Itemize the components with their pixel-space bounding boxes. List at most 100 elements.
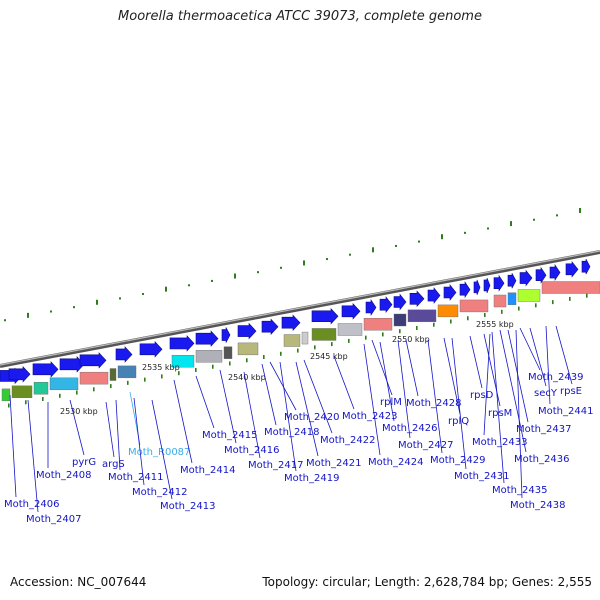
gc-dot [280, 266, 282, 269]
kbp-tick [365, 335, 367, 340]
gene-arrow [261, 318, 279, 335]
leader-line [519, 327, 541, 371]
kbp-tick [569, 296, 571, 301]
gene-arrow [237, 322, 257, 340]
kbp-tick [348, 338, 350, 343]
gc-dot [372, 247, 374, 253]
gene-label: Moth_2406 [4, 499, 59, 510]
kbp-tick [535, 303, 537, 308]
gene-arrow [427, 287, 441, 304]
kbp-tick [93, 387, 95, 392]
feature-box [49, 377, 79, 391]
leader-line [443, 337, 461, 415]
gene-label: Moth_2423 [342, 411, 397, 422]
feature-track [1, 281, 600, 402]
feature-box [541, 281, 600, 294]
gene-arrow [565, 260, 579, 278]
gene-arrow [379, 296, 393, 314]
gene-label: Moth_2414 [180, 465, 235, 476]
feature-box [79, 371, 109, 385]
feature-box [337, 323, 363, 336]
kbp-tick [314, 345, 316, 350]
gene-label: Moth_2419 [284, 473, 339, 484]
kbp-tick [586, 293, 588, 298]
kbp-tick [501, 309, 503, 314]
gc-dot [579, 207, 581, 213]
feature-box [437, 304, 459, 318]
gc-dots [4, 207, 581, 322]
gc-dot [4, 319, 6, 322]
kbp-tick [195, 367, 197, 372]
gene-label: Moth_2424 [368, 457, 423, 468]
leader-line [261, 363, 277, 426]
gene-label: Moth_2439 [528, 372, 583, 383]
leader-line [295, 361, 319, 457]
gc-dot [165, 286, 167, 292]
gc-dot [188, 284, 190, 287]
gene-arrow [139, 341, 163, 358]
feature-box [393, 313, 407, 327]
gene-label: Moth_2416 [224, 445, 279, 456]
leader-line [105, 401, 115, 458]
gc-dot [533, 218, 535, 221]
kbp-label: 2555 kbp [476, 320, 514, 329]
leader-line [491, 331, 505, 484]
leader-line [219, 369, 237, 444]
gc-dot [96, 299, 98, 305]
leader-line [405, 339, 419, 397]
leader-line [427, 339, 443, 454]
genome-backbone [0, 250, 600, 368]
gene-arrow [409, 290, 425, 308]
gene-arrow [195, 330, 219, 347]
feature-box [459, 299, 489, 313]
gene-arrow [581, 259, 591, 275]
gene-arrow [169, 335, 195, 352]
leader-line [151, 399, 173, 500]
gc-dot [73, 306, 75, 309]
gene-label: rpsM [488, 408, 512, 419]
leader-line [303, 359, 333, 434]
leader-line [269, 361, 297, 411]
gene-label: rplQ [448, 416, 469, 427]
gene-arrow [443, 284, 457, 301]
kbp-tick [212, 364, 214, 369]
kbp-tick [59, 393, 61, 398]
gene-label: Moth_2435 [492, 485, 547, 496]
gene-label: Moth_2411 [108, 472, 163, 483]
feature-box [171, 355, 195, 368]
gene-arrow [341, 303, 361, 320]
leader-line [397, 339, 411, 439]
gene-label: Moth_2438 [510, 500, 565, 511]
feature-box [109, 368, 117, 381]
kbp-tick [144, 377, 146, 382]
gc-dot [142, 293, 144, 296]
genome-title: Moorella thermoacetica ATCC 39073, compl… [118, 9, 482, 24]
gene-label: Moth_R0087 [128, 447, 190, 458]
kbp-tick [161, 374, 163, 379]
leader-line [469, 335, 483, 389]
feature-box [493, 294, 507, 308]
kbp-label: 2540 kbp [228, 373, 266, 382]
gene-label: Moth_2418 [264, 427, 319, 438]
gene-label: Moth_2421 [306, 458, 361, 469]
kbp-label: 2535 kbp [142, 363, 180, 372]
leader-line [371, 339, 393, 396]
kbp-label: 2545 kbp [310, 352, 348, 361]
gene-label: Moth_2407 [26, 514, 81, 525]
gene-arrow [311, 307, 339, 325]
backbone-highlight [0, 250, 600, 366]
gene-label: Moth_2429 [430, 455, 485, 466]
kbp-tick [246, 358, 248, 363]
gene-label: Moth_2420 [284, 412, 339, 423]
gene-arrow [365, 299, 377, 317]
kbp-tick [110, 384, 112, 389]
leader-line [483, 333, 501, 407]
leader-line [69, 399, 85, 456]
feature-box [301, 331, 309, 345]
kbp-tick [263, 355, 265, 360]
feature-box [363, 317, 393, 331]
feature-box [33, 382, 49, 395]
genome-summary: Topology: circular; Length: 2,628,784 bp… [262, 575, 592, 589]
kbp-tick [382, 332, 384, 337]
leader-line [555, 325, 573, 385]
